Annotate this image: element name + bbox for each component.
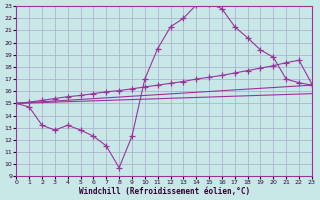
X-axis label: Windchill (Refroidissement éolien,°C): Windchill (Refroidissement éolien,°C) xyxy=(78,187,250,196)
